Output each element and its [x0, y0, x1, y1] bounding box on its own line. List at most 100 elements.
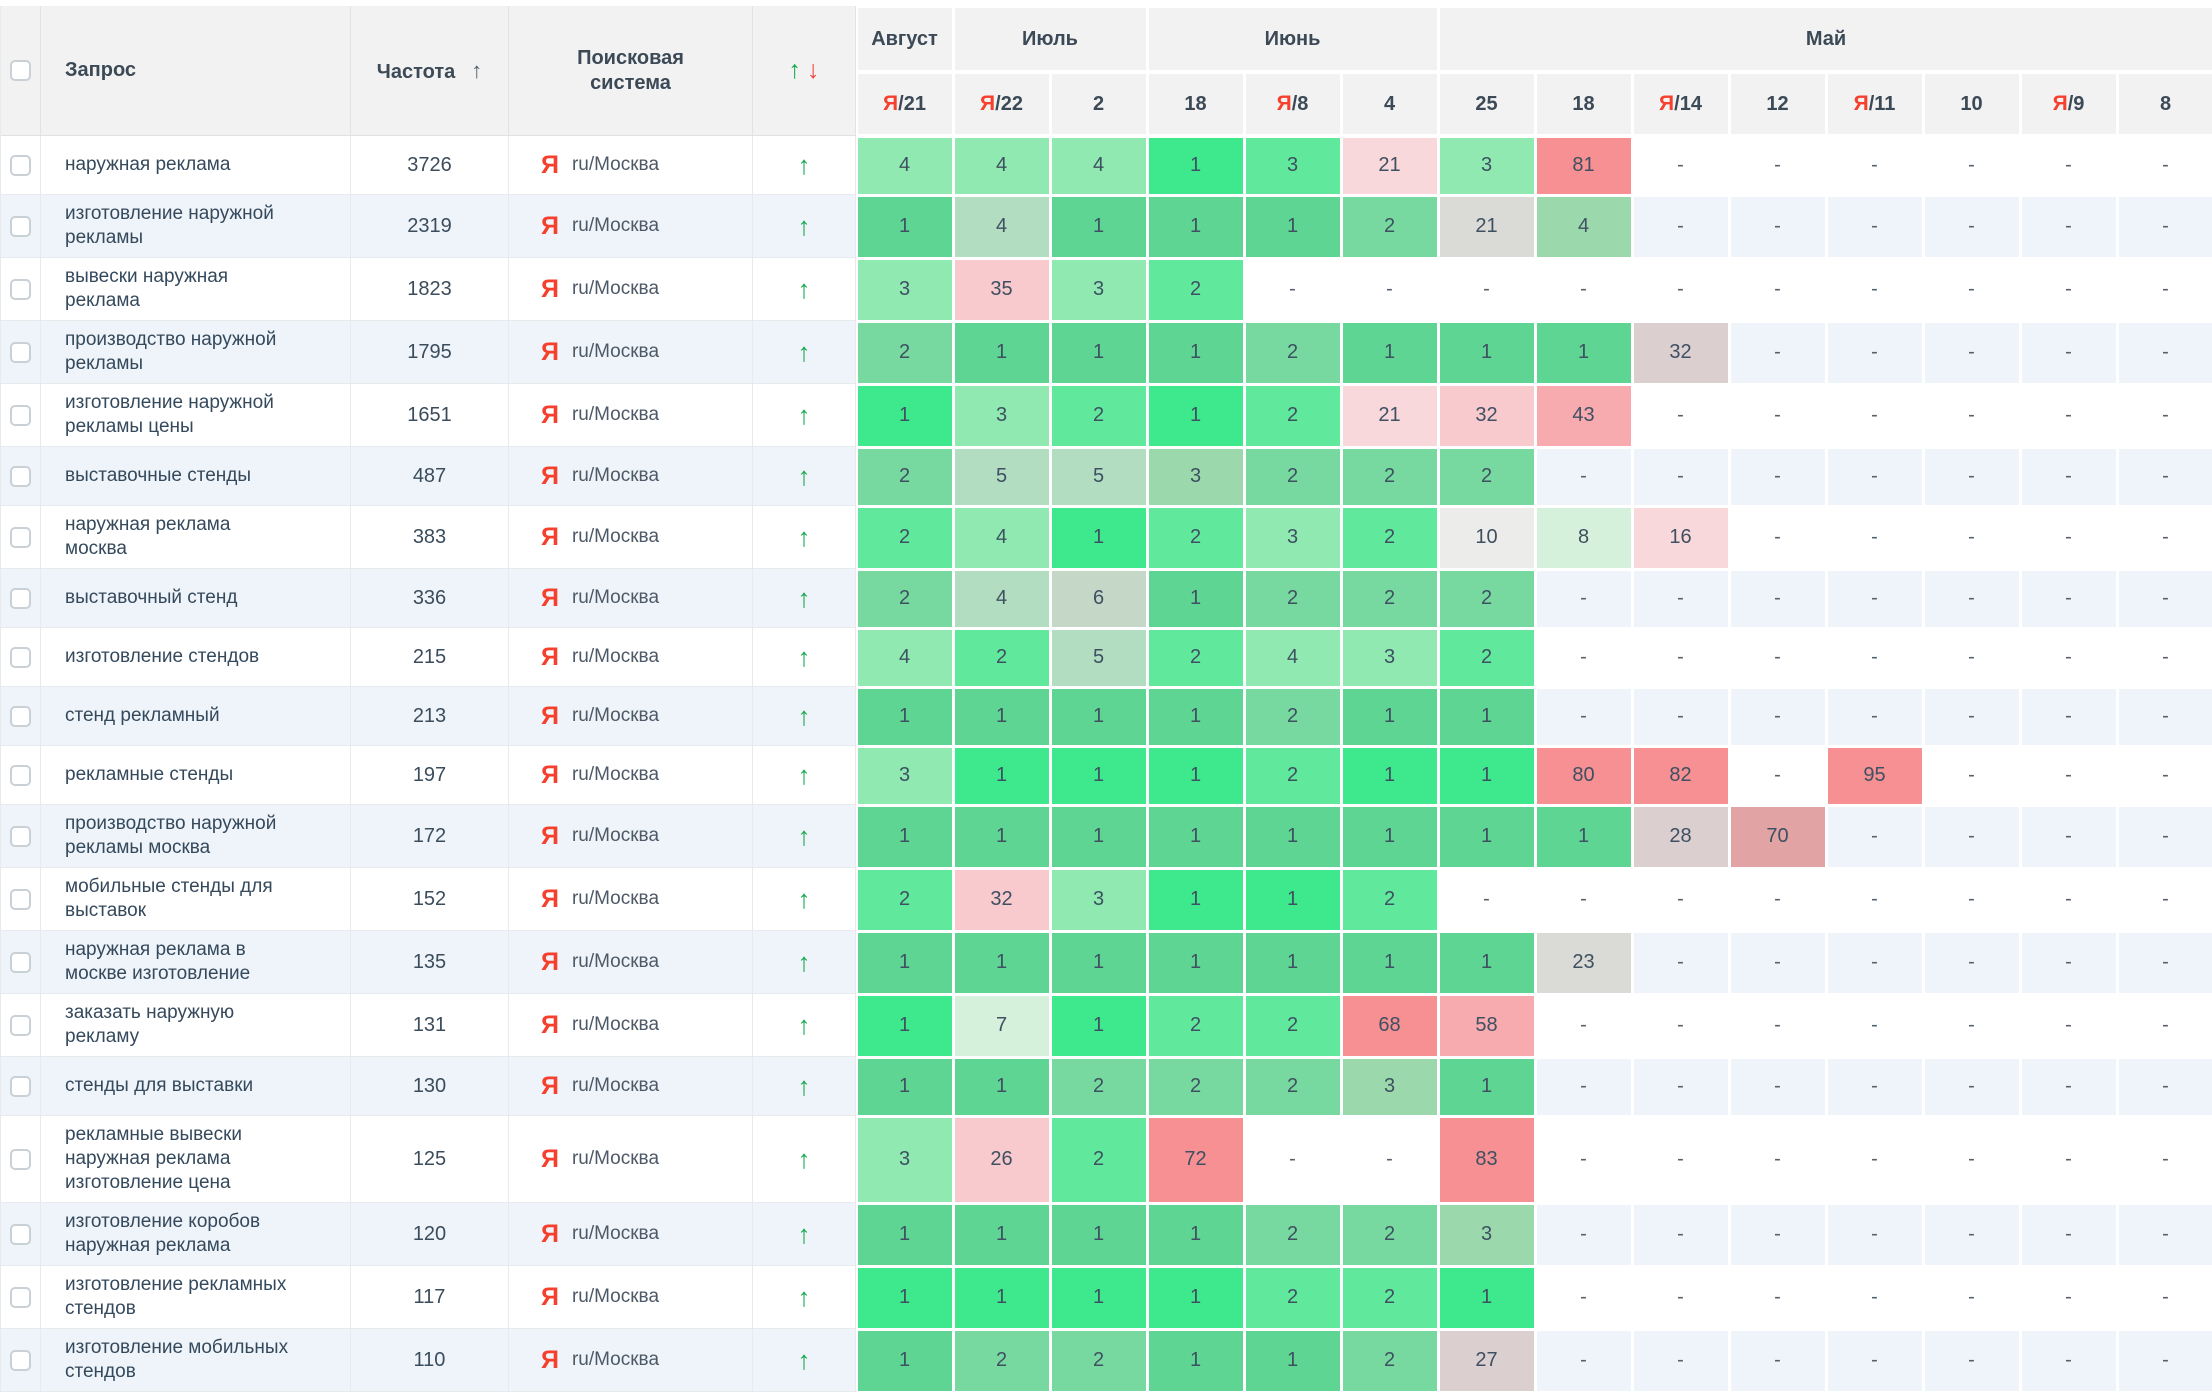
trend-cell: ↑: [753, 1116, 856, 1203]
select-all-checkbox[interactable]: [10, 60, 31, 81]
frequency-cell: 383: [351, 506, 509, 569]
position-value: 1: [1052, 807, 1146, 867]
position-value: 21: [1343, 386, 1437, 446]
position-cell: 2: [856, 868, 953, 931]
trend-cell: ↑: [753, 994, 856, 1057]
query-text[interactable]: производство наружной рекламы: [41, 321, 305, 383]
position-cell: -: [1729, 687, 1826, 746]
position-value: 3: [1052, 260, 1146, 320]
position-value: 2: [955, 1331, 1049, 1391]
row-checkbox[interactable]: [10, 706, 31, 727]
row-checkbox[interactable]: [10, 889, 31, 910]
position-value: 1: [1052, 323, 1146, 383]
row-checkbox[interactable]: [10, 826, 31, 847]
position-cell: -: [1535, 994, 1632, 1057]
row-checkbox[interactable]: [10, 1350, 31, 1371]
position-value: -: [1925, 508, 2019, 568]
position-cell: -: [1729, 868, 1826, 931]
row-checkbox[interactable]: [10, 1149, 31, 1170]
position-value: -: [2119, 807, 2212, 867]
frequency-cell: 197: [351, 746, 509, 805]
row-checkbox[interactable]: [10, 1224, 31, 1245]
trend-up-icon: ↑: [798, 947, 811, 977]
position-value: 5: [1052, 630, 1146, 686]
query-text[interactable]: стенды для выставки: [41, 1067, 263, 1105]
query-text[interactable]: наружная реклама: [41, 146, 240, 184]
position-cell: 68: [1341, 994, 1438, 1057]
trend-up-icon: ↑: [798, 1345, 811, 1375]
column-header-trend-sort[interactable]: ↑↓: [753, 6, 856, 136]
yandex-icon: Я: [2053, 92, 2068, 116]
position-cell: 1: [1147, 687, 1244, 746]
row-checkbox[interactable]: [10, 279, 31, 300]
row-checkbox[interactable]: [10, 588, 31, 609]
row-checkbox[interactable]: [10, 1015, 31, 1036]
query-text[interactable]: изготовление рекламных стендов: [41, 1266, 305, 1328]
row-checkbox[interactable]: [10, 342, 31, 363]
trend-cell: ↑: [753, 506, 856, 569]
query-text[interactable]: производство наружной рекламы москва: [41, 805, 305, 867]
query-text[interactable]: выставочные стенды: [41, 457, 261, 495]
position-cell: -: [1826, 994, 1923, 1057]
row-checkbox[interactable]: [10, 765, 31, 786]
position-cell: -: [1826, 1057, 1923, 1116]
position-cell: 3: [1438, 136, 1535, 195]
position-value: 1: [1149, 807, 1243, 867]
query-text[interactable]: изготовление стендов: [41, 638, 269, 676]
position-cell: 70: [1729, 805, 1826, 868]
query-text[interactable]: наружная реклама москва: [41, 506, 305, 568]
query-text[interactable]: выставочный стенд: [41, 579, 247, 617]
row-checkbox[interactable]: [10, 216, 31, 237]
query-text[interactable]: заказать наружную рекламу: [41, 994, 305, 1056]
query-text[interactable]: изготовление мобильных стендов: [41, 1329, 305, 1391]
position-value: -: [1925, 386, 2019, 446]
month-group-label: Август: [858, 8, 952, 70]
column-header-query: Запрос: [41, 6, 351, 136]
position-cell: -: [1632, 931, 1729, 994]
position-cell: 1: [953, 1266, 1050, 1329]
row-checkbox[interactable]: [10, 1287, 31, 1308]
position-cell: 21: [1438, 195, 1535, 258]
position-value: 70: [1731, 807, 1825, 867]
position-cell: -: [1729, 384, 1826, 447]
query-text[interactable]: вывески наружная реклама: [41, 258, 305, 320]
query-text[interactable]: мобильные стенды для выставок: [41, 868, 305, 930]
column-header-frequency[interactable]: Частота↑: [351, 6, 509, 136]
row-checkbox[interactable]: [10, 952, 31, 973]
position-value: -: [1634, 386, 1728, 446]
position-cell: 1: [856, 1266, 953, 1329]
row-checkbox[interactable]: [10, 155, 31, 176]
position-cell: 1: [856, 805, 953, 868]
query-text[interactable]: изготовление наружной рекламы: [41, 195, 305, 257]
query-text[interactable]: наружная реклама в москве изготовление: [41, 931, 305, 993]
position-value: -: [1828, 449, 1922, 505]
position-value: 4: [858, 138, 952, 194]
position-value: 3: [1052, 870, 1146, 930]
query-text[interactable]: изготовление коробов наружная реклама: [41, 1203, 305, 1265]
query-text[interactable]: изготовление наружной рекламы цены: [41, 384, 305, 446]
position-value: 32: [955, 870, 1049, 930]
yandex-icon: Я: [541, 702, 559, 731]
position-cell: 1: [1341, 805, 1438, 868]
row-checkbox[interactable]: [10, 1076, 31, 1097]
position-cell: -: [1632, 1329, 1729, 1392]
position-value: 4: [955, 508, 1049, 568]
row-checkbox[interactable]: [10, 527, 31, 548]
position-cell: 1: [1535, 321, 1632, 384]
row-checkbox[interactable]: [10, 466, 31, 487]
position-cell: 2: [1341, 868, 1438, 931]
query-text[interactable]: рекламные вывески наружная реклама изгот…: [41, 1116, 305, 1202]
query-text[interactable]: рекламные стенды: [41, 756, 243, 794]
row-checkbox[interactable]: [10, 647, 31, 668]
position-value: 72: [1149, 1118, 1243, 1202]
position-value: -: [2119, 996, 2212, 1056]
position-cell: -: [2020, 258, 2117, 321]
position-value: -: [1731, 1205, 1825, 1265]
row-checkbox[interactable]: [10, 405, 31, 426]
date-header-cell: 12: [1731, 74, 1825, 134]
query-text[interactable]: стенд рекламный: [41, 697, 230, 735]
